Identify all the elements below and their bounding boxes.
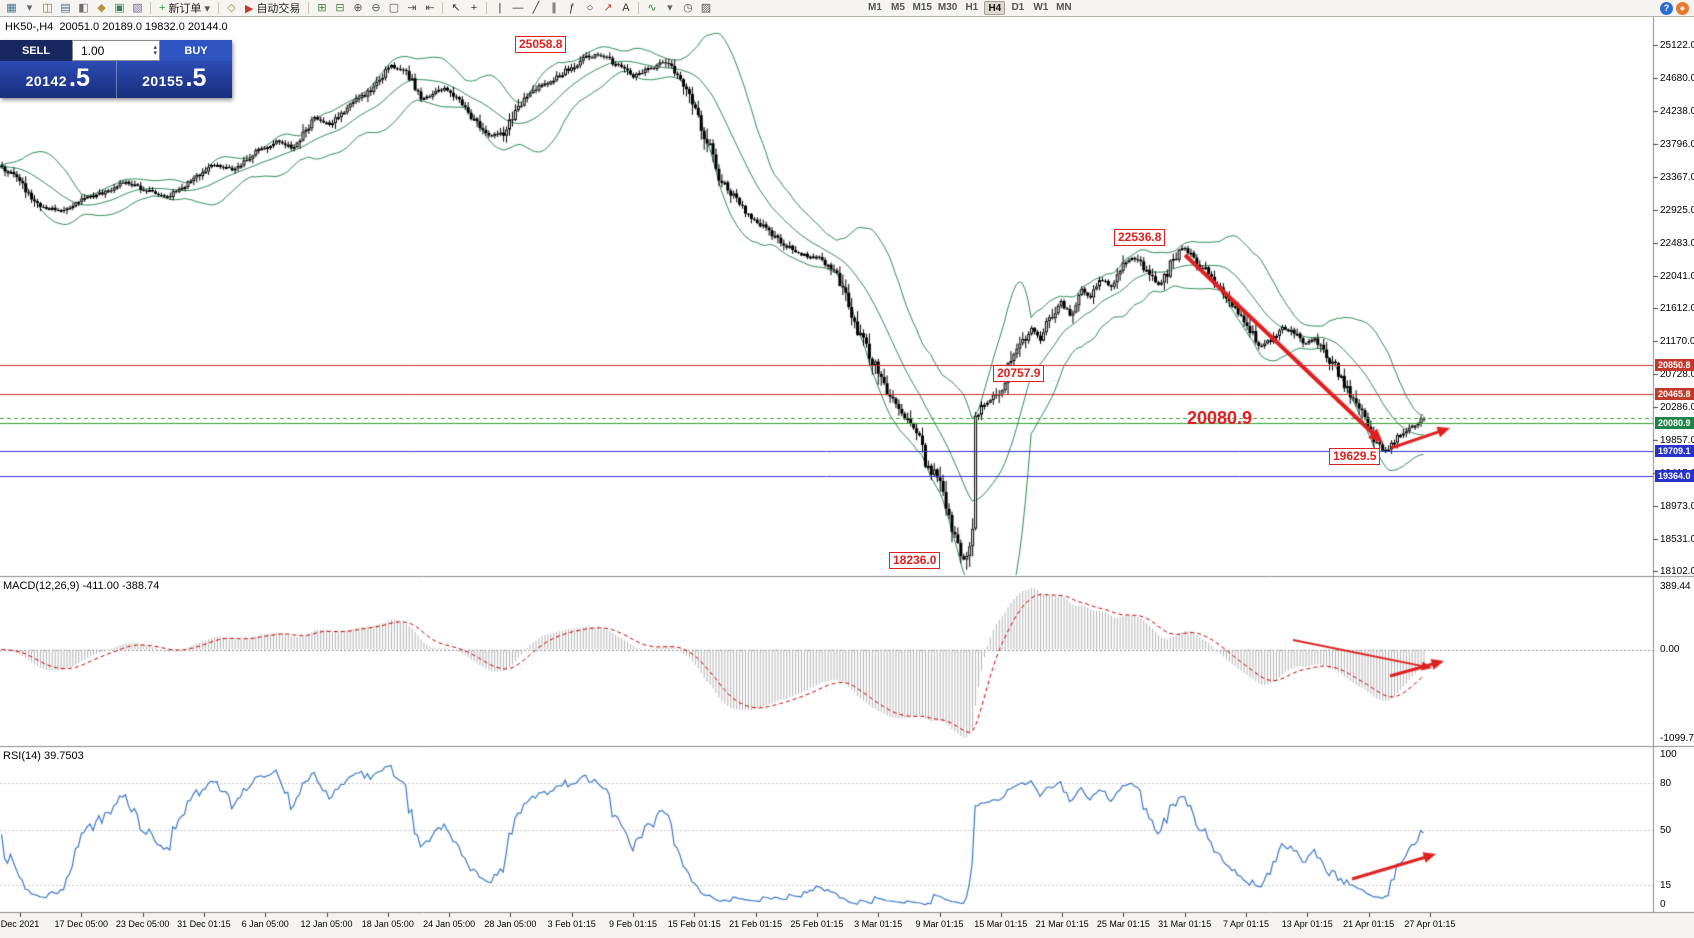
vertical-line-icon[interactable]: | [498,1,502,14]
chart-shift-icon[interactable]: ⇤ [425,1,435,14]
toolbar-separator [150,2,151,14]
timeframe-toolbar: M1 M5 M15 M30 H1 H4 D1 W1 MN [864,0,1074,16]
toolbar-separator [486,2,488,14]
buy-price[interactable]: 20155 .5 [117,61,233,98]
buy-price-fraction: .5 [185,64,207,92]
sell-price-main: 20142 [25,73,68,89]
new-order-button-caret-icon: ▾ [204,2,210,15]
toolbar-separator [217,2,219,14]
indicators-caret-icon[interactable]: ▾ [667,1,673,14]
toolbar-right-group: ? ● [1660,0,1691,16]
auto-scroll-icon[interactable]: ⇥ [407,1,417,14]
timeframe-button-h4[interactable]: H4 [984,1,1006,15]
scale-increase-icon[interactable]: ⊞ [317,1,327,14]
scale-decrease-icon[interactable]: ⊟ [335,1,345,14]
navigator-icon[interactable]: ◆ [97,1,106,14]
auto-trading-button[interactable]: ▶ 自动交易 [241,1,304,16]
new-order-button[interactable]: + 新订单 ▾ [155,1,214,16]
rsi-label: RSI(14) 39.7503 [3,750,84,762]
timeframe-button-m15[interactable]: M15 [912,2,932,13]
community-icon[interactable]: ● [1676,1,1689,15]
timeframe-button-m30[interactable]: M30 [937,2,958,13]
terminal-icon[interactable]: ▣ [114,1,125,14]
toolbar-icon-group: ▦ ▾ ◫ ▤ ◧ ◆ ▣ ▧ + 新订单 ▾ ◇ ▶ 自动交易 ⊞ ⊟ ⊕ ⊖ ▢ ⇥ ⇤ ↖ + | — ╱ ∥ ƒ ○ ↗ A ∿ ▾ ◷ ▨ [3,0,714,16]
chart-list-caret-icon[interactable]: ▾ [26,1,33,14]
toolbar-separator [308,2,310,14]
buy-button[interactable]: BUY [160,40,232,61]
volume-value[interactable]: 1.00 [81,43,105,58]
help-icon[interactable]: ? [1660,1,1673,15]
new-order-button-icon: + [159,2,166,14]
trendline-icon[interactable]: ╱ [532,1,540,14]
toolbar: ▦ ▾ ◫ ▤ ◧ ◆ ▣ ▧ + 新订单 ▾ ◇ ▶ 自动交易 ⊞ ⊟ ⊕ ⊖ ▢ ⇥ ⇤ ↖ + | — ╱ ∥ ƒ ○ ↗ A ∿ ▾ ◷ ▨… [0,0,1694,17]
timeframe-button-m5[interactable]: M5 [890,2,905,13]
crosshair-icon[interactable]: + [470,1,478,14]
indicators-icon[interactable]: ∿ [647,1,657,14]
horizontal-line-icon[interactable]: — [512,1,524,14]
new-chart-icon[interactable]: ▦ [6,1,17,14]
sell-price-fraction: .5 [69,64,90,92]
sell-price[interactable]: 20142 .5 [0,61,117,98]
metaeditor-icon[interactable]: ◇ [227,1,236,14]
tile-windows-icon[interactable]: ▢ [388,1,400,14]
timeframe-button-h1[interactable]: H1 [965,2,979,13]
auto-trading-button-icon: ▶ [244,2,254,15]
market-watch-icon[interactable]: ▤ [60,1,71,14]
zoom-in-icon[interactable]: ⊕ [353,1,363,14]
data-window-icon[interactable]: ◧ [78,1,89,14]
new-order-button-label: 新订单 [168,3,202,15]
zoom-out-icon[interactable]: ⊖ [371,1,381,14]
profiles-icon[interactable]: ◫ [42,1,53,14]
timeframe-button-d1[interactable]: D1 [1011,2,1025,13]
strategy-tester-icon[interactable]: ▧ [132,1,143,14]
shapes-icon[interactable]: ○ [586,1,594,14]
arrow-objects-icon[interactable]: ↗ [603,1,613,14]
macd-label: MACD(12,26,9) -411.00 -388.74 [3,580,160,592]
sell-button[interactable]: SELL [0,40,72,61]
text-label-icon[interactable]: A [622,1,630,14]
chart-ohlc-header: HK50-,H4 20051.0 20189.0 19832.0 20144.0 [5,21,228,33]
periods-icon[interactable]: ◷ [683,1,693,14]
timeframe-button-w1[interactable]: W1 [1033,2,1049,13]
one-click-trading-widget: SELL 1.00 ▴ ▾ BUY 20142 .5 20155 .5 [0,40,232,98]
auto-trading-button-label: 自动交易 [256,3,301,15]
volume-down-icon[interactable]: ▾ [153,49,157,57]
fibonacci-icon[interactable]: ƒ [568,1,575,14]
buy-price-main: 20155 [142,73,184,89]
volume-input[interactable]: 1.00 ▴ ▾ [72,40,160,61]
toolbar-separator [442,2,444,14]
timeframe-button-mn[interactable]: MN [1056,2,1072,13]
equidistant-channel-icon[interactable]: ∥ [551,1,557,14]
volume-up-icon[interactable]: ▴ [153,43,157,51]
templates-icon[interactable]: ▨ [700,1,712,14]
timeframe-button-m1[interactable]: M1 [867,2,882,13]
cursor-icon[interactable]: ↖ [451,1,461,14]
toolbar-separator [638,2,640,14]
